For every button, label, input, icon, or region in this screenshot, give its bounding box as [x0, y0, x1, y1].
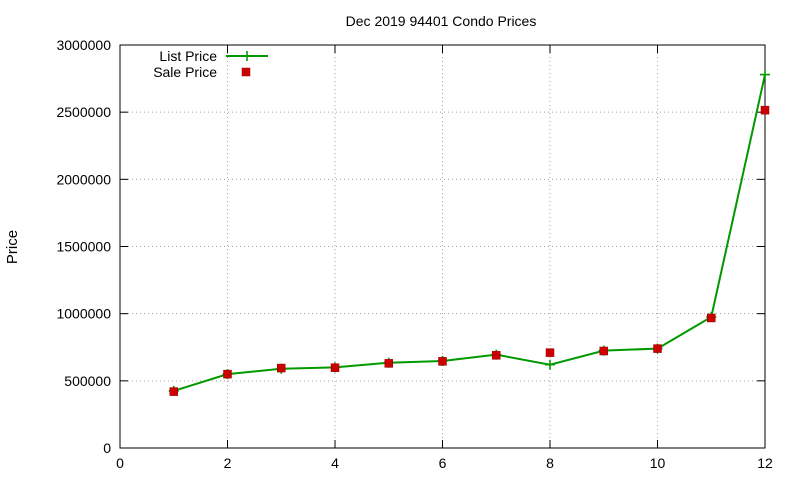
- sale-price-point: [545, 348, 555, 357]
- y-tick-label: 500000: [64, 373, 111, 389]
- y-tick-label: 0: [103, 440, 111, 456]
- x-tick-label: 4: [331, 455, 339, 471]
- legend-label: List Price: [159, 48, 217, 64]
- legend-swatch-marker: [241, 67, 251, 77]
- list-price-line: [173, 74, 766, 392]
- series-list-price: [168, 69, 770, 396]
- grid: [120, 45, 765, 448]
- list-price-point: [760, 69, 770, 80]
- x-tick-label: 8: [546, 455, 554, 471]
- list-price-point: [545, 359, 555, 370]
- x-tick-label: 12: [757, 455, 773, 471]
- sale-price-point: [653, 344, 662, 353]
- y-tick-label: 2500000: [56, 104, 111, 120]
- sale-price-point: [707, 313, 716, 323]
- sale-price-point: [384, 359, 393, 368]
- sale-price-point: [277, 363, 286, 373]
- sale-price-point: [169, 387, 178, 396]
- sale-price-point: [760, 105, 770, 115]
- y-tick-label: 2000000: [56, 171, 111, 187]
- x-tick-label: 10: [650, 455, 666, 471]
- x-tick-label: 6: [439, 455, 447, 471]
- sale-price-point: [223, 369, 232, 379]
- x-tick-label: 2: [224, 455, 232, 471]
- series-sale-price: [169, 105, 770, 396]
- y-tick-label: 1000000: [56, 306, 111, 322]
- x-tick-label: 0: [116, 455, 124, 471]
- y-tick-label: 3000000: [56, 37, 111, 53]
- sale-price-point: [438, 357, 447, 366]
- sale-price-point: [492, 351, 501, 360]
- chart-title: Dec 2019 94401 Condo Prices: [346, 13, 537, 29]
- sale-price-point: [599, 346, 608, 356]
- legend-label: Sale Price: [153, 64, 217, 80]
- legend-swatch-marker: [242, 51, 252, 61]
- sale-price-point: [330, 363, 340, 372]
- series: [168, 69, 770, 396]
- axis-ticks: 0 2 4 6 8 10 12 0 500000 1000000 1500000 2000000 250…: [56, 37, 773, 471]
- y-tick-label: 1500000: [56, 239, 111, 255]
- y-axis-label: Price: [4, 230, 21, 264]
